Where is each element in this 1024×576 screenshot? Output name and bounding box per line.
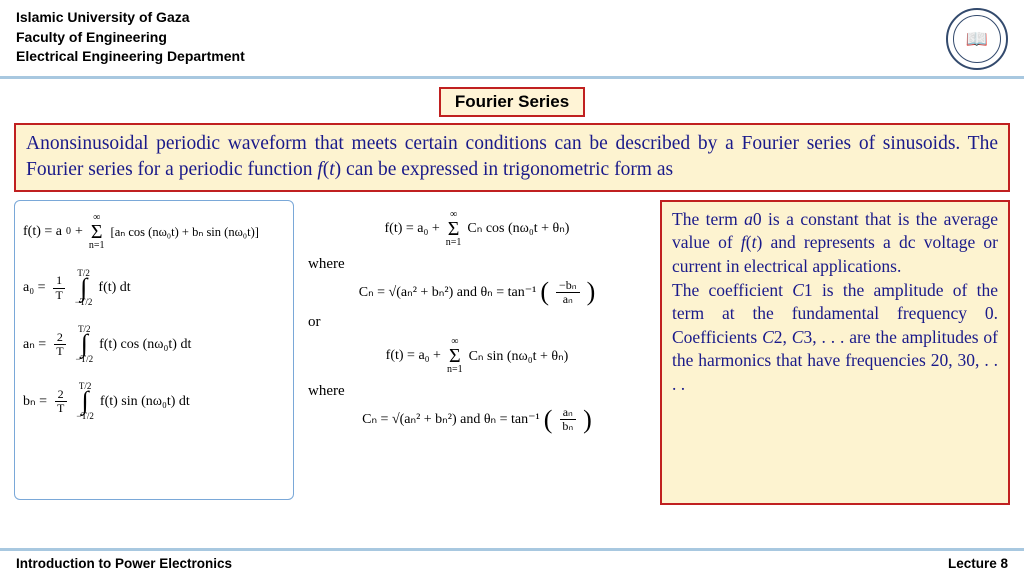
- c3: C: [792, 327, 804, 347]
- eq-ft-cos: f(t) = a₀ + ∞Σn=1 Cₙ cos (nω₀t + θₙ): [308, 210, 646, 248]
- int-bot: −T/2: [76, 355, 94, 364]
- rparen: ): [587, 283, 596, 301]
- where-1: where: [308, 256, 646, 273]
- lhs: f(t) = a₀ +: [386, 348, 441, 364]
- an-body: f(t) cos (nω₀t) dt: [99, 337, 191, 353]
- equations-left: f(t) = a 0 + ∞Σn=1 [aₙ cos (nω₀t) + bₙ si…: [14, 200, 294, 500]
- num: aₙ: [560, 406, 576, 420]
- eq-sub: 0: [66, 226, 71, 237]
- lparen: (: [540, 283, 549, 301]
- cn-text: Cₙ = √(aₙ² + bₙ²) and θₙ = tan⁻¹: [359, 284, 537, 301]
- eq-ft-sin: f(t) = a₀ + ∞Σn=1 Cₙ sin (nω₀t + θₙ): [308, 337, 646, 375]
- faculty-name: Faculty of Engineering: [16, 28, 245, 48]
- sum: ∞Σn=1: [447, 337, 463, 375]
- a0-int: T/2∫−T/2: [75, 269, 93, 308]
- int-sym: ∫: [82, 391, 89, 412]
- equations-mid: f(t) = a₀ + ∞Σn=1 Cₙ cos (nω₀t + θₙ) whe…: [302, 200, 652, 505]
- intro-text: Anonsinusoidal periodic waveform that me…: [14, 123, 1010, 192]
- explanation-box: The term a0 is a constant that is the av…: [660, 200, 1010, 505]
- department-name: Electrical Engineering Department: [16, 47, 245, 67]
- cn-text: Cₙ = √(aₙ² + bₙ²) and θₙ = tan⁻¹: [362, 411, 540, 428]
- p2c: 2,: [774, 327, 792, 347]
- lparen: (: [544, 411, 553, 429]
- sigma: Σ: [91, 223, 103, 241]
- int-sym: ∫: [80, 278, 87, 299]
- footer-right: Lecture 8: [948, 556, 1008, 571]
- num: −bₙ: [556, 279, 580, 293]
- int-sym: ∫: [81, 334, 88, 355]
- sigma: Σ: [449, 347, 461, 365]
- an-lhs: aₙ =: [23, 336, 46, 353]
- bn-body: f(t) sin (nω₀t) dt: [100, 394, 190, 410]
- sum-bot: n=1: [447, 365, 463, 375]
- eq-lhs: f(t) = a: [23, 224, 62, 240]
- eq-an: aₙ = 2T T/2∫−T/2 f(t) cos (nω₀t) dt: [23, 325, 285, 364]
- university-logo: 📖: [946, 8, 1008, 70]
- intro-part2: ) can be expressed in trigonometric form…: [335, 159, 673, 180]
- an-frac: 2T: [53, 331, 66, 358]
- where-2: where: [308, 383, 646, 400]
- bn-frac: 2T: [54, 388, 67, 415]
- a0-frac: 1T: [53, 274, 66, 301]
- sigma: Σ: [448, 220, 460, 238]
- body: Cₙ sin (nω₀t + θₙ): [469, 348, 569, 365]
- eq-bn: bₙ = 2T T/2∫−T/2 f(t) sin (nω₀t) dt: [23, 382, 285, 421]
- den: T: [53, 345, 66, 358]
- header-text: Islamic University of Gaza Faculty of En…: [16, 8, 245, 67]
- footer: Introduction to Power Electronics Lectur…: [0, 548, 1024, 576]
- num: 2: [54, 331, 66, 345]
- c1: C: [792, 280, 804, 300]
- p1a: The term: [672, 209, 744, 229]
- or-label: or: [308, 314, 646, 331]
- num: 2: [55, 388, 67, 402]
- den: aₙ: [560, 293, 576, 306]
- sum-bot: n=1: [89, 241, 105, 251]
- num: 1: [53, 274, 65, 288]
- an-int: T/2∫−T/2: [76, 325, 94, 364]
- university-name: Islamic University of Gaza: [16, 8, 245, 28]
- eq-plus: +: [75, 224, 83, 240]
- section-title: Fourier Series: [439, 87, 585, 117]
- frac2: aₙbₙ: [559, 406, 576, 433]
- frac1: −bₙaₙ: [556, 279, 580, 306]
- c2: C: [762, 327, 774, 347]
- p2a: The coefficient: [672, 280, 792, 300]
- a0: a: [744, 209, 753, 229]
- lhs: f(t) = a₀ +: [385, 221, 440, 237]
- eq-body: [aₙ cos (nω₀t) + bₙ sin (nω₀t)]: [111, 224, 259, 240]
- den: T: [53, 289, 66, 302]
- bn-int: T/2∫−T/2: [76, 382, 94, 421]
- header: Islamic University of Gaza Faculty of En…: [0, 0, 1024, 79]
- den: T: [54, 402, 67, 415]
- eq-cn2: Cₙ = √(aₙ² + bₙ²) and θₙ = tan⁻¹ ( aₙbₙ …: [308, 406, 646, 433]
- main-content: f(t) = a 0 + ∞Σn=1 [aₙ cos (nω₀t) + bₙ si…: [14, 200, 1010, 505]
- sum-bot: n=1: [446, 238, 462, 248]
- body: Cₙ cos (nω₀t + θₙ): [467, 220, 569, 237]
- a0-lhs: a₀ =: [23, 280, 46, 296]
- int-bot: −T/2: [76, 412, 94, 421]
- logo-inner: 📖: [953, 15, 1001, 63]
- eq-a0: a₀ = 1T T/2∫−T/2 f(t) dt: [23, 269, 285, 308]
- eq-cn1: Cₙ = √(aₙ² + bₙ²) and θₙ = tan⁻¹ ( −bₙaₙ…: [308, 279, 646, 306]
- a0-body: f(t) dt: [98, 280, 130, 296]
- den: bₙ: [559, 420, 576, 433]
- int-bot: −T/2: [75, 298, 93, 307]
- bn-lhs: bₙ =: [23, 393, 47, 410]
- sum: ∞Σn=1: [446, 210, 462, 248]
- footer-left: Introduction to Power Electronics: [16, 556, 232, 571]
- sum-symbol: ∞Σn=1: [89, 213, 105, 251]
- rparen: ): [583, 411, 592, 429]
- eq-ft-trig: f(t) = a 0 + ∞Σn=1 [aₙ cos (nω₀t) + bₙ si…: [23, 213, 285, 251]
